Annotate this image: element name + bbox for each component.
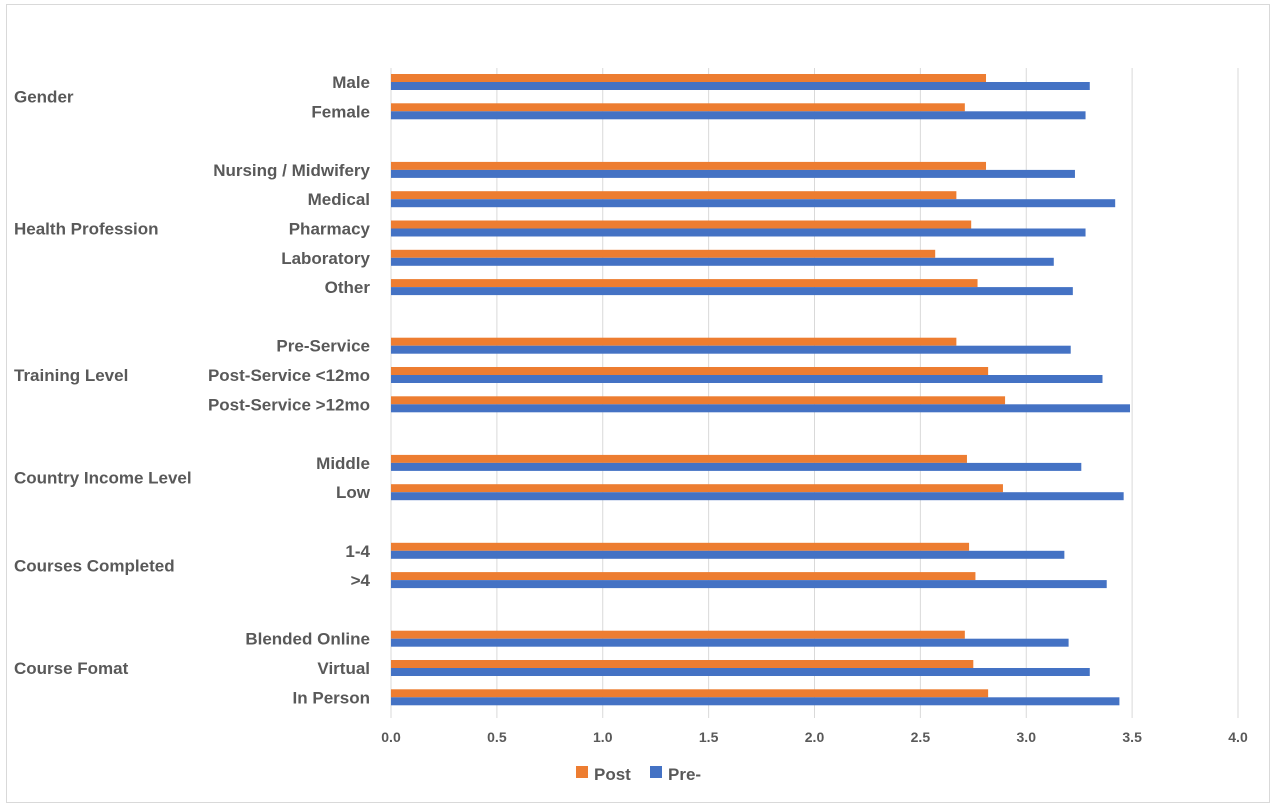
x-tick-label: 3.0 [1017, 729, 1037, 745]
bar-post [391, 542, 970, 551]
bar-pre [391, 111, 1086, 120]
group-label: Courses Completed [14, 556, 175, 575]
bar-post [391, 367, 989, 375]
bar-pre [391, 287, 1073, 296]
category-label: Blended Online [245, 630, 370, 649]
bar-pre [391, 228, 1086, 237]
bar-pre [391, 668, 1090, 676]
legend-label-post: Post [594, 765, 631, 784]
bar-post [391, 337, 957, 346]
group-label: Training Level [14, 366, 128, 385]
category-label: >4 [351, 571, 371, 590]
x-tick-label: 1.0 [593, 729, 613, 745]
bar-post [391, 279, 978, 288]
category-label: Pre-Service [276, 337, 370, 356]
bar-pre [391, 550, 1065, 559]
category-label: Post-Service <12mo [208, 366, 370, 385]
bar-pre [391, 375, 1103, 383]
x-tick-label: 1.5 [699, 729, 719, 745]
category-label: Other [325, 278, 371, 297]
bar-post [391, 484, 1003, 493]
bar-post [391, 660, 974, 668]
category-label: Nursing / Midwifery [213, 161, 370, 180]
bar-post [391, 689, 989, 698]
legend-swatch-post [576, 766, 588, 778]
bar-pre [391, 257, 1054, 266]
category-label: Post-Service >12mo [208, 395, 370, 414]
bar-pre [391, 404, 1131, 413]
group-label: Course Fomat [14, 659, 129, 678]
bar-post [391, 74, 987, 82]
bar-pre [391, 345, 1071, 354]
legend: Post Pre- [576, 765, 701, 784]
bar-post [391, 630, 965, 639]
bar-post [391, 103, 965, 112]
category-label: Virtual [317, 659, 370, 678]
bar-pre [391, 697, 1120, 706]
bar-post [391, 249, 936, 258]
bars [391, 74, 1131, 706]
bar-post [391, 220, 972, 229]
category-label: Laboratory [281, 249, 370, 268]
category-label: Pharmacy [289, 220, 371, 239]
group-label: Gender [14, 88, 74, 107]
category-label: Female [311, 102, 370, 121]
category-label: 1-4 [345, 542, 370, 561]
bar-pre [391, 492, 1124, 501]
group-label: Health Profession [14, 220, 159, 239]
bar-post [391, 191, 957, 200]
bar-post [391, 161, 987, 170]
group-label: Country Income Level [14, 469, 192, 488]
category-label: Low [336, 483, 371, 502]
bar-post [391, 396, 1006, 405]
bar-pre [391, 82, 1090, 90]
x-tick-label: 3.5 [1122, 729, 1142, 745]
category-label: Male [332, 73, 370, 92]
bar-post [391, 454, 967, 463]
x-tick-label: 4.0 [1228, 729, 1248, 745]
category-label: Medical [308, 190, 370, 209]
bar-pre [391, 462, 1082, 471]
bar-pre [391, 580, 1107, 589]
x-tick-label: 2.5 [911, 729, 931, 745]
x-tick-label: 0.5 [487, 729, 507, 745]
legend-swatch-pre [650, 766, 662, 778]
bar-pre [391, 169, 1075, 178]
category-labels: Male Female Nursing / Midwifery Medical Phar… [208, 73, 371, 707]
x-tick-label: 2.0 [805, 729, 825, 745]
bar-pre [391, 199, 1116, 208]
group-labels: Gender Health Profession Training Level Cou… [14, 88, 192, 678]
x-tick-label: 0.0 [381, 729, 401, 745]
x-axis-ticks: 0.0 0.5 1.0 1.5 2.0 2.5 3.0 3.5 4.0 [381, 729, 1248, 745]
bar-pre [391, 638, 1069, 647]
bar-post [391, 572, 976, 581]
legend-label-pre: Pre- [668, 765, 701, 784]
category-label: In Person [293, 688, 370, 707]
category-label: Middle [316, 454, 370, 473]
